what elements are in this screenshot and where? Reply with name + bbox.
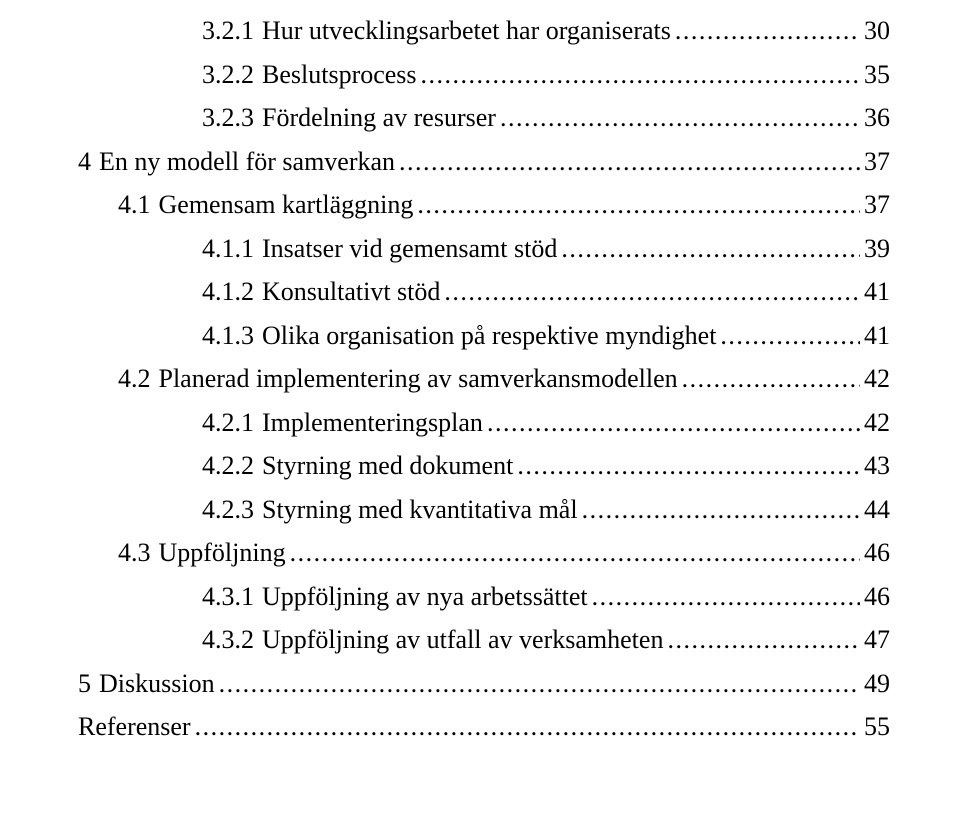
- toc-entry-title: Uppföljning: [159, 540, 286, 566]
- toc-entry-number: 3.2.3: [202, 105, 262, 131]
- toc-leader-dots: ........................................…: [716, 323, 860, 349]
- toc-entry-title: Fördelning av resurser: [262, 105, 496, 131]
- toc-entry-title: Insatser vid gemensamt stöd: [262, 236, 557, 262]
- toc-entry-number: 4.1: [118, 192, 159, 218]
- toc-entry-number: 4.2.1: [202, 410, 262, 436]
- toc-entry-title: Implementeringsplan: [262, 410, 483, 436]
- toc-entry-title: Gemensam kartläggning: [159, 192, 414, 218]
- toc-container: 3.2.1Hur utvecklingsarbetet har organise…: [0, 0, 960, 740]
- toc-entry-page: 46: [860, 584, 890, 610]
- toc-entry-title: En ny modell för samverkan: [99, 149, 395, 175]
- toc-entry: 4En ny modell för samverkan.............…: [78, 149, 890, 175]
- toc-entry-number: 4.2.2: [202, 453, 262, 479]
- toc-entry: 4.1.1Insatser vid gemensamt stöd........…: [78, 236, 890, 262]
- toc-entry-number: 4.2.3: [202, 497, 262, 523]
- toc-entry-number: 4.2: [118, 366, 159, 392]
- toc-leader-dots: ........................................…: [417, 62, 860, 88]
- toc-entry-title: Planerad implementering av samverkansmod…: [159, 366, 678, 392]
- toc-entry: 4.1Gemensam kartläggning................…: [78, 192, 890, 218]
- toc-entry: Referenser..............................…: [78, 714, 890, 740]
- toc-entry: 4.1.3Olika organisation på respektive my…: [78, 323, 890, 349]
- toc-leader-dots: ........................................…: [413, 192, 860, 218]
- toc-entry-page: 36: [860, 105, 890, 131]
- toc-entry-page: 41: [860, 279, 890, 305]
- toc-entry: 3.2.1Hur utvecklingsarbetet har organise…: [78, 18, 890, 44]
- toc-entry-page: 30: [860, 18, 890, 44]
- toc-entry-title: Referenser: [78, 714, 191, 740]
- toc-entry-page: 37: [860, 149, 890, 175]
- toc-leader-dots: ........................................…: [215, 671, 860, 697]
- toc-entry-number: 4: [78, 149, 99, 175]
- toc-entry: 5Diskussion.............................…: [78, 671, 890, 697]
- toc-entry-title: Uppföljning av nya arbetssättet: [262, 584, 588, 610]
- toc-entry-page: 42: [860, 366, 890, 392]
- toc-leader-dots: ........................................…: [513, 453, 860, 479]
- toc-entry-title: Hur utvecklingsarbetet har organiserats: [262, 18, 671, 44]
- toc-entry-number: 4.3.1: [202, 584, 262, 610]
- toc-entry: 4.2.3Styrning med kvantitativa mål......…: [78, 497, 890, 523]
- toc-entry: 4.2Planerad implementering av samverkans…: [78, 366, 890, 392]
- toc-entry: 4.2.2Styrning med dokument..............…: [78, 453, 890, 479]
- toc-entry: 4.3.2Uppföljning av utfall av verksamhet…: [78, 627, 890, 653]
- toc-leader-dots: ........................................…: [496, 105, 860, 131]
- toc-entry: 4.2.1Implementeringsplan................…: [78, 410, 890, 436]
- toc-leader-dots: ........................................…: [395, 149, 860, 175]
- toc-entry: 4.3.1Uppföljning av nya arbetssättet....…: [78, 584, 890, 610]
- toc-entry-title: Uppföljning av utfall av verksamheten: [262, 627, 663, 653]
- toc-entry-number: 4.1.2: [202, 279, 262, 305]
- toc-entry-number: 5: [78, 671, 99, 697]
- toc-entry-page: 35: [860, 62, 890, 88]
- toc-entry: 3.2.3Fördelning av resurser.............…: [78, 105, 890, 131]
- toc-entry-number: 4.3.2: [202, 627, 262, 653]
- toc-entry-page: 39: [860, 236, 890, 262]
- toc-entry-page: 42: [860, 410, 890, 436]
- toc-entry-title: Konsultativt stöd: [262, 279, 440, 305]
- toc-leader-dots: ........................................…: [483, 410, 860, 436]
- toc-entry: 3.2.2Beslutsprocess.....................…: [78, 62, 890, 88]
- toc-entry-page: 47: [860, 627, 890, 653]
- toc-entry-page: 43: [860, 453, 890, 479]
- toc-entry-page: 44: [860, 497, 890, 523]
- toc-entry-title: Beslutsprocess: [262, 62, 417, 88]
- toc-entry-page: 46: [860, 540, 890, 566]
- toc-leader-dots: ........................................…: [440, 279, 860, 305]
- toc-entry-number: 4.1.1: [202, 236, 262, 262]
- toc-leader-dots: ........................................…: [678, 366, 860, 392]
- toc-leader-dots: ........................................…: [578, 497, 860, 523]
- toc-entry-number: 4.3: [118, 540, 159, 566]
- toc-entry: 4.3Uppföljning..........................…: [78, 540, 890, 566]
- toc-leader-dots: ........................................…: [286, 540, 860, 566]
- toc-entry-title: Styrning med kvantitativa mål: [262, 497, 578, 523]
- toc-leader-dots: ........................................…: [588, 584, 860, 610]
- toc-entry-number: 3.2.2: [202, 62, 262, 88]
- toc-entry-page: 49: [860, 671, 890, 697]
- toc-entry-number: 3.2.1: [202, 18, 262, 44]
- toc-entry-title: Olika organisation på respektive myndigh…: [262, 323, 716, 349]
- toc-entry: 4.1.2Konsultativt stöd..................…: [78, 279, 890, 305]
- toc-entry-page: 55: [860, 714, 890, 740]
- toc-leader-dots: ........................................…: [557, 236, 860, 262]
- toc-entry-title: Styrning med dokument: [262, 453, 513, 479]
- toc-leader-dots: ........................................…: [663, 627, 860, 653]
- toc-entry-page: 41: [860, 323, 890, 349]
- toc-leader-dots: ........................................…: [671, 18, 860, 44]
- toc-entry-number: 4.1.3: [202, 323, 262, 349]
- toc-entry-page: 37: [860, 192, 890, 218]
- toc-entry-title: Diskussion: [99, 671, 215, 697]
- toc-leader-dots: ........................................…: [191, 714, 860, 740]
